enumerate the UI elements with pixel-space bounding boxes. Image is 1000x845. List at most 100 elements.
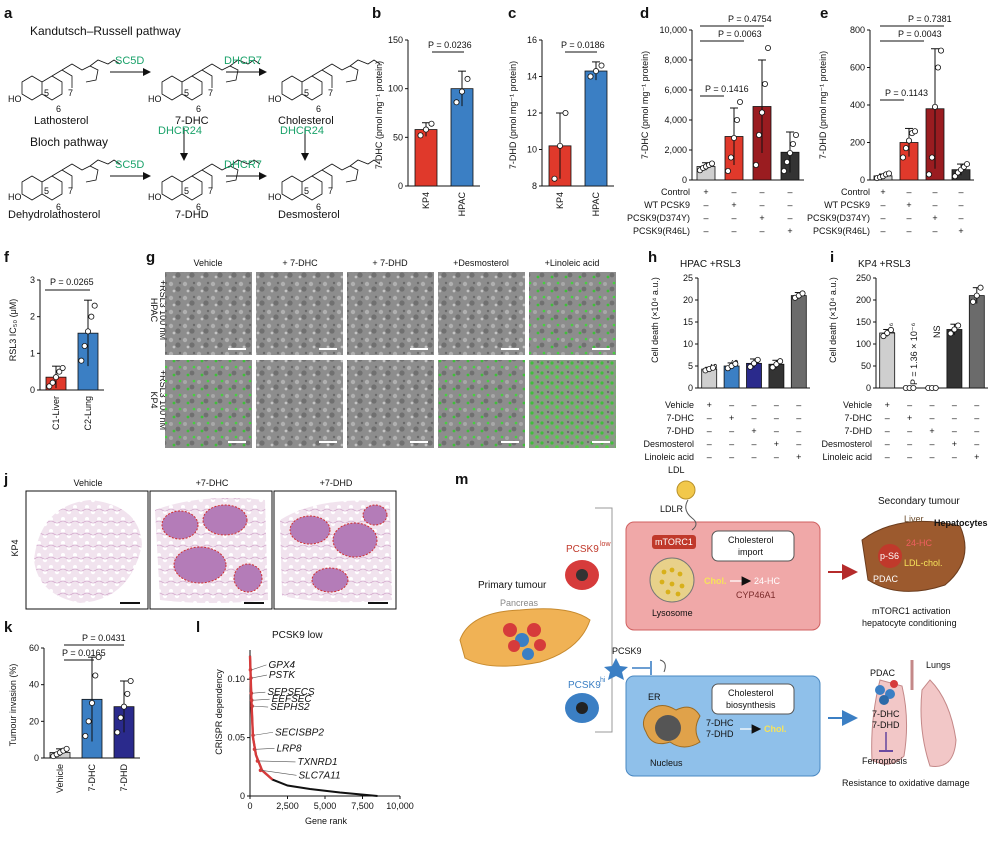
chart-l-leader (252, 698, 270, 701)
chart-e-ytick-label: 400 (850, 100, 865, 110)
chart-e-design-mark: + (906, 200, 911, 210)
chart-b-ytick-label: 0 (398, 181, 403, 191)
lathosterol-name: Lathosterol (34, 115, 88, 127)
chart-i-bar (968, 295, 985, 389)
chart-d-design-mark: – (759, 226, 764, 236)
panel-j-row: KP4 (10, 539, 20, 556)
panel-k-label: k (4, 619, 13, 636)
chart-l-gene-label: PSTK (269, 670, 296, 681)
chart-h-point (709, 364, 716, 371)
chol-label: Chol. (704, 576, 727, 586)
chart-i-point (884, 329, 891, 336)
chart-h-design-mark: + (707, 400, 712, 410)
chart-e-ytick-label: 600 (850, 63, 865, 73)
chart-d-point (781, 167, 788, 174)
chart-i-design-mark: – (929, 439, 934, 449)
lysosome-contents (659, 567, 685, 597)
chart-f-category-label: C1-Liver (51, 396, 61, 430)
chart-b-point (464, 75, 471, 82)
chart-i-bar (946, 329, 963, 389)
enzyme-dhcr24-right: DHCR24 (280, 125, 324, 137)
chart-h-design-mark: – (707, 413, 712, 423)
mtorc1-activation-label: mTORC1 activation (872, 606, 950, 616)
chart-i-design-mark: – (974, 400, 979, 410)
chart-e-design-mark: – (932, 200, 937, 210)
chart-c-ytick-label: 14 (527, 72, 537, 82)
chart-d-point (728, 154, 735, 161)
lathosterol-ring-7: 7 (68, 88, 73, 98)
chart-i-design-mark: + (952, 439, 957, 449)
chart-b: 0 50 100 150 KP4 HPAC (388, 35, 480, 216)
panel-j-col-dhc: +7-DHC (196, 478, 229, 488)
chart-i-design-mark: – (974, 426, 979, 436)
chart-i-design-mark: – (974, 439, 979, 449)
chart-h-design-mark: – (707, 439, 712, 449)
desmosterol-ring-5: 5 (304, 186, 309, 196)
panel-d-row-wt: WT PCSK9 (644, 200, 690, 210)
cyp46a1-label: CYP46A1 (736, 590, 776, 600)
panel-e-label: e (820, 5, 828, 22)
panel-d-label: d (640, 5, 649, 22)
chart-l-highlight-point (249, 691, 254, 696)
lungs-label: Lungs (926, 660, 951, 670)
chart-l-ytick-label: 0.10 (227, 674, 245, 684)
chart-l-gene-label: GPX4 (268, 660, 295, 671)
chart-l-highlight-point (258, 768, 263, 773)
primary-tumour-cells (503, 623, 546, 660)
chart-h-ytick-label: 10 (683, 339, 693, 349)
chol-bio-label: Chol. (764, 724, 787, 734)
chart-l-leader (251, 674, 267, 679)
panel-h-label: h (648, 249, 657, 266)
lathosterol-ring-5: 5 (44, 88, 49, 98)
panel-e-design-table: Control WT PCSK9 PCSK9(D374Y) PCSK9(R46L… (807, 187, 870, 236)
dehydrolathosterol-ring-7: 7 (68, 186, 73, 196)
cholesterol-structure (281, 59, 381, 101)
cholesterol-ring-7: 7 (328, 88, 333, 98)
chart-h-ytick-label: 20 (683, 295, 693, 305)
chart-f-point (88, 313, 95, 320)
panel-g: g Vehicle + 7-DHC + 7-DHD +Desmosterol +… (146, 249, 616, 448)
panel-f-ylabel: RSL3 IC₅₀ (μM) (8, 299, 18, 362)
chart-k-point (121, 703, 128, 710)
micrograph-hpac-desmosterol (438, 272, 525, 355)
panel-j-label: j (3, 471, 8, 488)
micrograph-hpac-dhd (347, 272, 434, 355)
chart-h-design-mark: + (774, 439, 779, 449)
chart-l-highlight-point (251, 733, 255, 738)
chart-h-design-mark: + (729, 413, 734, 423)
chart-h-design-mark: – (796, 439, 801, 449)
panel-i-row-linoleic: Linoleic acid (822, 452, 872, 462)
chart-d-ytick-label: 8,000 (664, 55, 687, 65)
chart-d-design-mark: – (703, 200, 708, 210)
hepatocyte-conditioning-label: hepatocyte conditioning (862, 618, 957, 628)
lathosterol-ring-6: 6 (56, 104, 61, 114)
chart-e-design-mark: + (880, 187, 885, 197)
chart-c-point (587, 73, 594, 80)
chart-i-design-mark: + (929, 426, 934, 436)
chart-d-ytick-label: 2,000 (664, 145, 687, 155)
chart-k-ytick-label: 60 (29, 643, 39, 653)
chart-d-design-mark: – (731, 226, 736, 236)
chart-b-ytick-label: 50 (393, 132, 403, 142)
chart-b-ytick-label: 150 (388, 35, 403, 45)
chart-i-ytick-label: 150 (856, 317, 871, 327)
chart-d-point (765, 45, 772, 52)
chart-e-design-mark: – (906, 187, 911, 197)
panel-a-label: a (4, 5, 13, 22)
chart-i-design-mark: – (929, 452, 934, 462)
chart-h-point (773, 361, 780, 368)
chart-c-point (551, 175, 558, 182)
chart-e-design-mark: – (932, 187, 937, 197)
panel-h-design-table: Vehicle 7-DHC 7-DHD Desmosterol Linoleic… (643, 400, 694, 462)
panel-g-col-vehicle: Vehicle (193, 258, 222, 268)
chart-d-design-mark: + (731, 200, 736, 210)
panel-d-design-table: Control WT PCSK9 PCSK9(D374Y) PCSK9(R46L… (627, 187, 690, 236)
chart-l-leader (253, 731, 274, 736)
chart-i-bar (879, 332, 896, 389)
chart-l-highlight-point (250, 704, 254, 708)
chart-e-design-mark: – (958, 213, 963, 223)
panel-g-row1: HPAC (149, 298, 159, 323)
chart-e-point (886, 170, 893, 177)
chart-d-point (790, 140, 797, 147)
